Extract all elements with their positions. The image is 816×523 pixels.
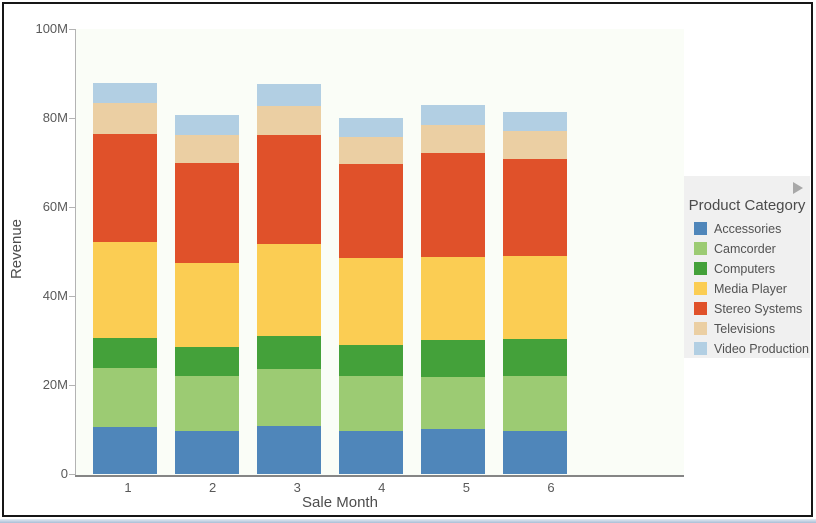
legend-item-media-player[interactable]: Media Player [694, 281, 806, 297]
legend-label-televisions: Televisions [714, 322, 776, 336]
y-axis-tick-label-20M: 20M [42, 377, 68, 392]
y-axis-tick-label-60M: 60M [42, 199, 68, 214]
bar-segment-month4-media-player[interactable] [339, 258, 403, 345]
bar-segment-month3-stereo-systems[interactable] [257, 134, 321, 244]
bar-segment-month1-accessories[interactable] [93, 426, 157, 474]
bar-segment-month5-televisions[interactable] [421, 125, 485, 154]
y-axis-tick-label-100M: 100M [35, 21, 68, 36]
bar-segment-month1-media-player[interactable] [93, 242, 157, 338]
bar-segment-month4-accessories[interactable] [339, 430, 403, 474]
bar-segment-month6-video-production[interactable] [503, 112, 567, 131]
bar-segment-month1-video-production[interactable] [93, 82, 157, 103]
legend-label-video-production: Video Production [714, 342, 809, 356]
legend-title: Product Category [688, 197, 806, 214]
bar-segment-month4-stereo-systems[interactable] [339, 163, 403, 259]
y-axis-tick [69, 29, 75, 30]
bar-segment-month3-televisions[interactable] [257, 105, 321, 135]
y-axis-tick [69, 385, 75, 386]
bar-segment-month2-stereo-systems[interactable] [175, 162, 239, 264]
legend-label-stereo-systems: Stereo Systems [714, 302, 803, 316]
legend-swatch-accessories [694, 222, 707, 235]
legend-label-media-player: Media Player [714, 282, 787, 296]
y-axis-tick [69, 118, 75, 119]
bar-segment-month5-video-production[interactable] [421, 105, 485, 126]
x-axis-tick-label-4: 4 [378, 480, 386, 495]
bar-segment-month2-video-production[interactable] [175, 114, 239, 135]
bar-segment-month6-stereo-systems[interactable] [503, 158, 567, 256]
legend-item-accessories[interactable]: Accessories [694, 221, 806, 237]
x-axis-tick-label-2: 2 [208, 480, 217, 495]
bar-segment-month3-computers[interactable] [257, 336, 321, 369]
legend-swatch-camcorder [694, 242, 707, 255]
bar-segment-month3-video-production[interactable] [257, 84, 321, 106]
bar-segment-month6-camcorder[interactable] [503, 376, 567, 431]
bar-segment-month4-video-production[interactable] [339, 118, 403, 138]
legend-label-camcorder: Camcorder [714, 242, 776, 256]
legend-swatch-stereo-systems [694, 302, 707, 315]
legend-panel: Product Category Accessories Camcorder Com… [684, 176, 810, 358]
legend-item-stereo-systems[interactable]: Stereo Systems [694, 301, 806, 317]
bar-segment-month1-camcorder[interactable] [93, 368, 157, 427]
bar-segment-month2-camcorder[interactable] [175, 376, 239, 431]
legend-label-computers: Computers [714, 262, 776, 276]
y-axis-tick-label-80M: 80M [42, 110, 68, 125]
bar-segment-month3-accessories[interactable] [257, 425, 321, 474]
y-axis-tick [69, 207, 75, 208]
x-axis-line [75, 475, 684, 477]
legend-label-accessories: Accessories [714, 222, 782, 236]
legend-swatch-computers [694, 262, 707, 275]
legend-expand-icon[interactable] [793, 182, 803, 194]
y-axis-tick [69, 474, 75, 475]
bar-segment-month2-computers[interactable] [175, 347, 239, 377]
y-axis-line [75, 29, 76, 475]
window-bottom-edge [0, 519, 816, 523]
bar-segment-month3-media-player[interactable] [257, 243, 321, 337]
bar-segment-month4-televisions[interactable] [339, 137, 403, 164]
bar-segment-month5-camcorder[interactable] [421, 376, 485, 430]
legend-item-televisions[interactable]: Televisions [694, 321, 806, 337]
bar-segment-month4-computers[interactable] [339, 344, 403, 377]
legend-item-camcorder[interactable]: Camcorder [694, 241, 806, 257]
legend-item-video-production[interactable]: Video Production [694, 341, 809, 357]
legend-swatch-media-player [694, 282, 707, 295]
x-axis-tick-label-6: 6 [547, 480, 555, 495]
bar-segment-month6-computers[interactable] [503, 339, 567, 377]
bar-segment-month2-accessories[interactable] [175, 430, 239, 474]
bar-segment-month3-camcorder[interactable] [257, 368, 321, 426]
bar-segment-month2-televisions[interactable] [175, 134, 239, 163]
legend-item-computers[interactable]: Computers [694, 261, 806, 277]
bar-segment-month6-televisions[interactable] [503, 130, 567, 159]
bar-segment-month1-televisions[interactable] [93, 102, 157, 134]
bar-segment-month1-computers[interactable] [93, 337, 157, 369]
bar-segment-month1-stereo-systems[interactable] [93, 134, 157, 243]
bar-segment-month2-media-player[interactable] [175, 263, 239, 348]
x-axis-tick-label-1: 1 [124, 480, 132, 495]
y-axis-tick-label-0: 0 [60, 466, 68, 481]
y-axis-tick [69, 296, 75, 297]
bar-segment-month6-media-player[interactable] [503, 255, 567, 340]
bar-segment-month4-camcorder[interactable] [339, 376, 403, 431]
x-axis-tick-label-5: 5 [462, 480, 470, 495]
legend-swatch-televisions [694, 322, 707, 335]
bar-segment-month5-stereo-systems[interactable] [421, 153, 485, 257]
x-axis-tick-label-3: 3 [293, 480, 301, 495]
bar-segment-month6-accessories[interactable] [503, 430, 567, 474]
legend-swatch-video-production [694, 342, 707, 355]
bar-segment-month5-accessories[interactable] [421, 429, 485, 474]
x-axis-title: Sale Month [302, 494, 378, 511]
y-axis-tick-label-40M: 40M [42, 288, 68, 303]
bar-segment-month5-media-player[interactable] [421, 256, 485, 341]
bar-segment-month5-computers[interactable] [421, 340, 485, 377]
